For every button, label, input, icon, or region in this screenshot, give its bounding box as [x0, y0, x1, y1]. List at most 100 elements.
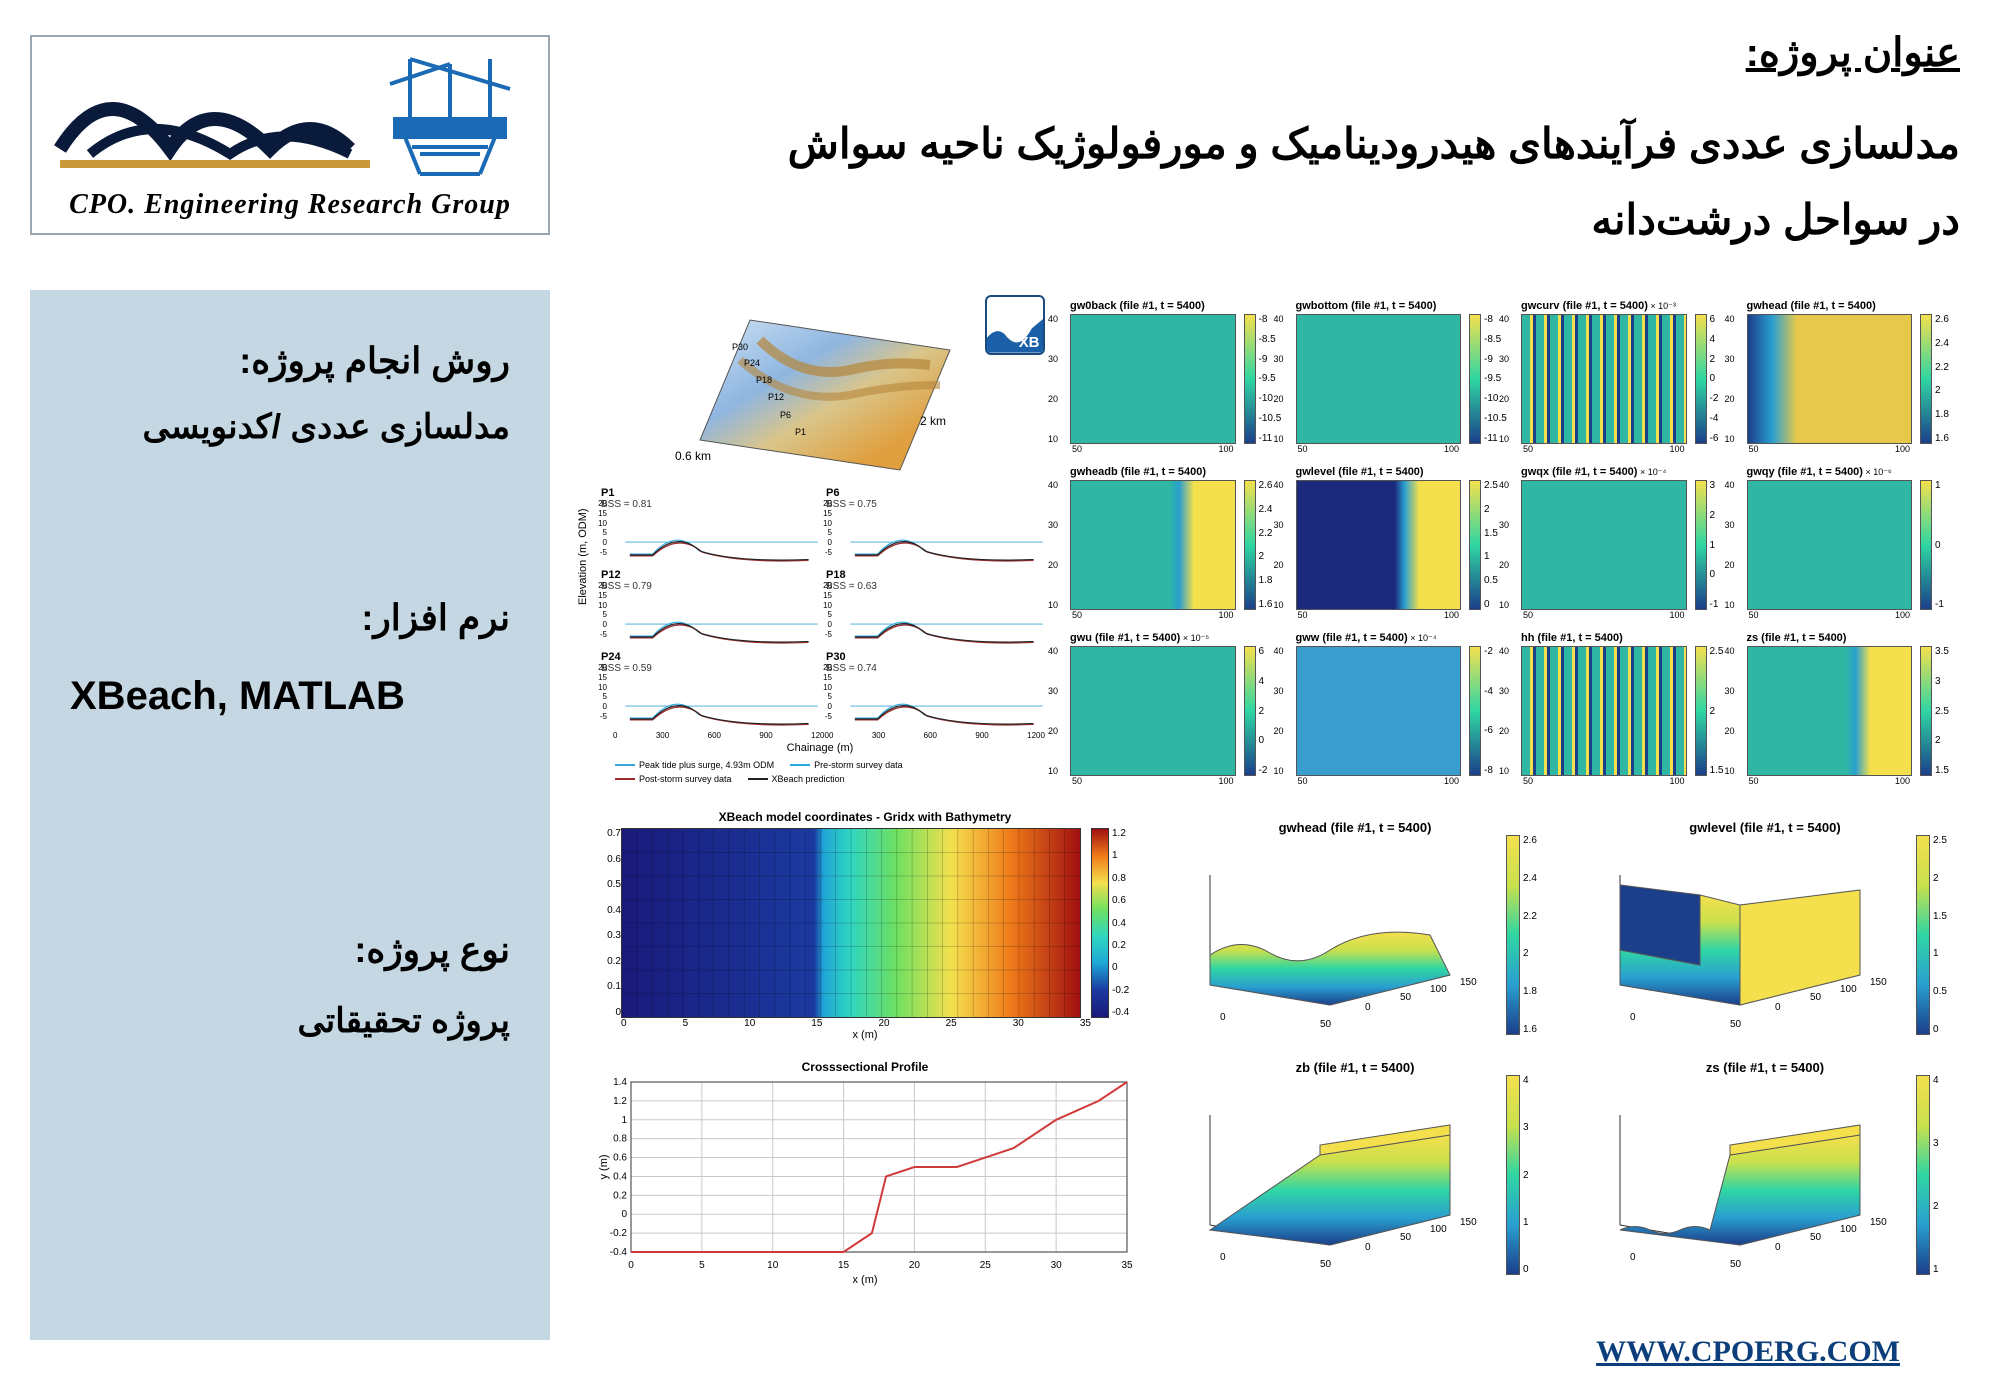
svg-text:150: 150	[1870, 977, 1887, 988]
svg-text:5: 5	[699, 1260, 705, 1271]
heatmap-11: zs (file #1, t = 5400) 10203040 50100 3.…	[1747, 632, 1961, 790]
svg-text:150: 150	[1460, 1217, 1477, 1228]
header: عنوان پروژه: مدلسازی عددی فرآیندهای هیدر…	[600, 30, 1960, 257]
svg-text:0.6 km: 0.6 km	[675, 449, 711, 463]
profile-P24: P24BSS = 0.59 20151050-5	[595, 649, 820, 731]
svg-text:y (m): y (m)	[598, 1154, 610, 1179]
svg-text:50: 50	[1400, 1232, 1412, 1243]
svg-text:P6: P6	[780, 410, 791, 420]
svg-text:0: 0	[1775, 1242, 1781, 1253]
profile-legend: Peak tide plus surge, 4.93m ODMPre-storm…	[595, 754, 1045, 790]
xb-badge: XB	[985, 295, 1045, 355]
svg-text:0: 0	[1220, 1012, 1226, 1023]
profile-P30: P30BSS = 0.74 20151050-5	[820, 649, 1045, 731]
heatmap-5: gwlevel (file #1, t = 5400) 10203040 501…	[1296, 466, 1510, 624]
heatmap-1: gwbottom (file #1, t = 5400) 10203040 50…	[1296, 300, 1510, 458]
heatmap-9: gww (file #1, t = 5400) × 10⁻⁴ 10203040 …	[1296, 632, 1510, 790]
svg-text:100: 100	[1840, 984, 1857, 995]
heatmap-7: gwqy (file #1, t = 5400) × 10⁻⁶ 10203040…	[1747, 466, 1961, 624]
cross-profile-chart: Crosssectional Profile 05101520253035-0.…	[595, 1060, 1135, 1300]
svg-text:1.4: 1.4	[613, 1077, 627, 1088]
type-label: نوع پروژه:	[70, 929, 510, 971]
svg-text:50: 50	[1730, 1019, 1742, 1030]
svg-text:XB: XB	[1019, 334, 1040, 351]
profile-grid: Elevation (m, ODM) P1BSS = 0.81 20151050…	[595, 485, 1045, 795]
cross-title: Crosssectional Profile	[595, 1060, 1135, 1074]
bathy-xlabel: x (m)	[595, 1029, 1135, 1041]
svg-text:0: 0	[628, 1260, 634, 1271]
heatmap-4: gwheadb (file #1, t = 5400) 10203040 501…	[1070, 466, 1284, 624]
heatmap-0: gw0back (file #1, t = 5400) 10203040 501…	[1070, 300, 1284, 458]
svg-text:30: 30	[1051, 1260, 1063, 1271]
svg-text:50: 50	[1730, 1259, 1742, 1270]
svg-text:0: 0	[1775, 1002, 1781, 1013]
bathymetry-chart: XBeach model coordinates - Gridx with Ba…	[595, 810, 1135, 1045]
svg-text:0: 0	[1365, 1242, 1371, 1253]
svg-text:100: 100	[1430, 984, 1447, 995]
profile-P1: P1BSS = 0.81 20151050-5	[595, 485, 820, 567]
svg-text:150: 150	[1870, 1217, 1887, 1228]
profile-P18: P18BSS = 0.63 20151050-5	[820, 567, 1045, 649]
heatmap-6: gwqx (file #1, t = 5400) × 10⁻⁴ 10203040…	[1521, 466, 1735, 624]
profile-P6: P6BSS = 0.75 20151050-5	[820, 485, 1045, 567]
svg-text:P30: P30	[732, 342, 748, 352]
logo-box: CPO. Engineering Research Group	[30, 35, 550, 235]
svg-text:1: 1	[621, 1115, 627, 1126]
heatmap-10: hh (file #1, t = 5400) 10203040 50100 2.…	[1521, 632, 1735, 790]
svg-text:50: 50	[1320, 1259, 1332, 1270]
svg-text:10: 10	[767, 1260, 779, 1271]
svg-text:15: 15	[838, 1260, 850, 1271]
figures-area: XB 0.6 km 2 km P1 P6 P12 P18 P24 P30 E	[590, 290, 1970, 1310]
svg-text:0.4: 0.4	[613, 1171, 627, 1182]
surf3d-2: zb (file #1, t = 5400) 0 50 0	[1160, 1060, 1550, 1290]
type-value: پروژه تحقیقاتی	[70, 1001, 510, 1041]
footer-link[interactable]: WWW.CPOERG.COM	[1596, 1335, 1900, 1369]
svg-text:P24: P24	[744, 358, 760, 368]
svg-text:50: 50	[1320, 1019, 1332, 1030]
svg-text:100: 100	[1840, 1224, 1857, 1235]
profile-y-axis: Elevation (m, ODM)	[577, 508, 589, 605]
bathy-title: XBeach model coordinates - Gridx with Ba…	[595, 810, 1135, 824]
surf3d-0: gwhead (file #1, t = 5400) 0 50 0	[1160, 820, 1550, 1050]
profile-x-axis: Chainage (m)	[595, 742, 1045, 754]
heatmap-grid: gw0back (file #1, t = 5400) 10203040 501…	[1070, 300, 1960, 790]
svg-text:P1: P1	[795, 427, 806, 437]
sidebar: روش انجام پروژه: مدلسازی عددی /کدنویسی ن…	[30, 290, 550, 1340]
heatmap-3: gwhead (file #1, t = 5400) 10203040 5010…	[1747, 300, 1961, 458]
software-label: نرم افزار:	[70, 597, 510, 639]
project-title-label: عنوان پروژه:	[600, 30, 1960, 76]
svg-text:0: 0	[1630, 1012, 1636, 1023]
svg-text:0.2: 0.2	[613, 1190, 627, 1201]
surf3d-3: zs (file #1, t = 5400) 0 50 0	[1570, 1060, 1960, 1290]
surf3d-1: gwlevel (file #1, t = 5400) 0	[1570, 820, 1960, 1050]
svg-text:1.2: 1.2	[613, 1096, 627, 1107]
svg-text:0: 0	[621, 1209, 627, 1220]
svg-text:P12: P12	[768, 392, 784, 402]
svg-text:-0.4: -0.4	[610, 1247, 628, 1258]
svg-text:20: 20	[909, 1260, 921, 1271]
svg-text:50: 50	[1400, 992, 1412, 1003]
svg-text:0.8: 0.8	[613, 1134, 627, 1145]
svg-text:2 km: 2 km	[920, 414, 946, 428]
heatmap-8: gwu (file #1, t = 5400) × 10⁻⁵ 10203040 …	[1070, 632, 1284, 790]
software-value: XBeach, MATLAB	[30, 674, 550, 719]
project-title: مدلسازی عددی فرآیندهای هیدرودینامیک و مو…	[600, 106, 1960, 257]
method-label: روش انجام پروژه:	[70, 340, 510, 382]
svg-text:P18: P18	[756, 375, 772, 385]
svg-text:100: 100	[1430, 1224, 1447, 1235]
svg-text:0.6: 0.6	[613, 1153, 627, 1164]
logo-text: CPO. Engineering Research Group	[69, 189, 511, 221]
svg-text:35: 35	[1121, 1260, 1133, 1271]
profile-P12: P12BSS = 0.79 20151050-5	[595, 567, 820, 649]
title-line-1: مدلسازی عددی فرآیندهای هیدرودینامیک و مو…	[788, 120, 1960, 167]
method-value: مدلسازی عددی /کدنویسی	[70, 407, 510, 447]
terrain-3d: 0.6 km 2 km P1 P6 P12 P18 P24 P30	[640, 290, 970, 480]
heatmap-2: gwcurv (file #1, t = 5400) × 10⁻³ 102030…	[1521, 300, 1735, 458]
svg-text:0: 0	[1220, 1252, 1226, 1263]
svg-text:50: 50	[1810, 992, 1822, 1003]
svg-text:-0.2: -0.2	[610, 1228, 628, 1239]
svg-text:0: 0	[1365, 1002, 1371, 1013]
surf3d-grid: gwhead (file #1, t = 5400) 0 50 0	[1160, 820, 1960, 1290]
svg-text:150: 150	[1460, 977, 1477, 988]
logo-svg	[50, 49, 530, 189]
